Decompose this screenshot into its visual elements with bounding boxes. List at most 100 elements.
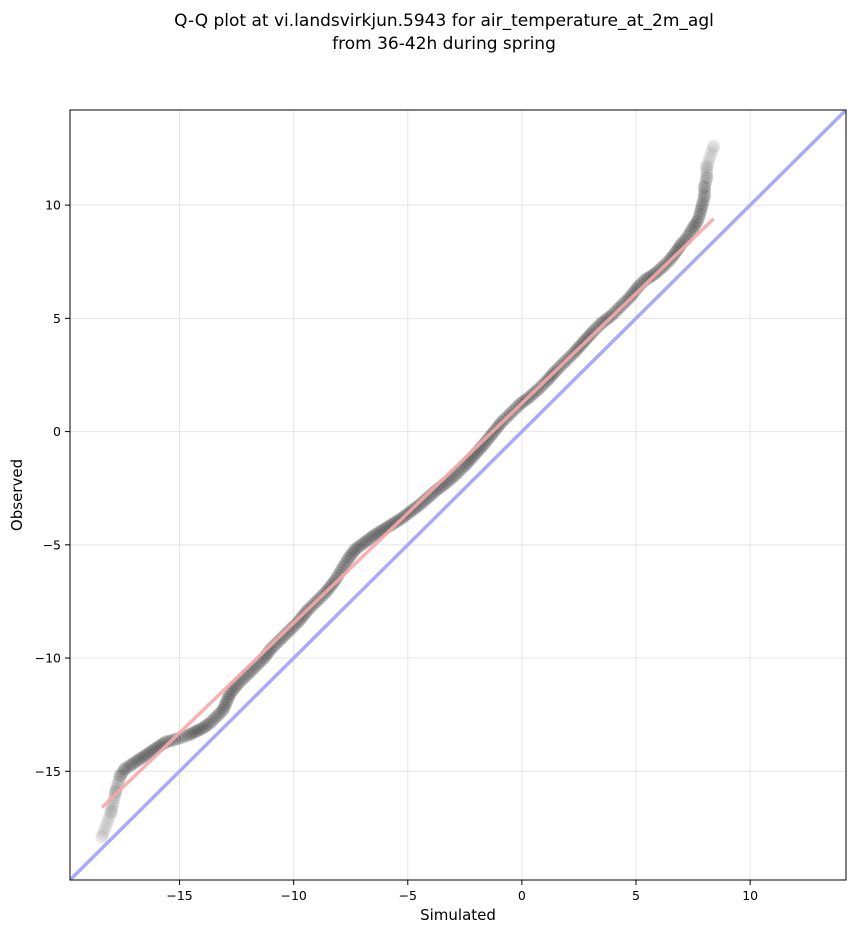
quantile-point bbox=[143, 745, 157, 759]
quantile-point bbox=[95, 830, 109, 844]
quantile-point bbox=[293, 613, 307, 627]
quantile-point bbox=[216, 703, 230, 717]
quantile-point bbox=[582, 329, 596, 343]
quantile-point bbox=[702, 154, 716, 168]
quantile-point bbox=[105, 802, 119, 816]
quantile-point bbox=[209, 710, 223, 724]
plot-frame bbox=[69, 109, 847, 881]
quantile-point bbox=[138, 748, 152, 762]
quantile-point bbox=[412, 498, 426, 512]
quantile-point bbox=[112, 772, 126, 786]
quantile-point bbox=[691, 214, 705, 228]
quantile-point bbox=[113, 769, 127, 783]
quantile-point bbox=[668, 246, 682, 260]
quantile-point bbox=[189, 725, 203, 739]
quantile-point bbox=[222, 690, 236, 704]
quantile-point bbox=[697, 192, 711, 206]
quantile-point bbox=[707, 139, 721, 153]
quantile-point bbox=[351, 541, 365, 555]
quantile-point bbox=[198, 720, 212, 734]
quantile-point bbox=[329, 571, 343, 585]
quantile-point bbox=[338, 557, 352, 571]
quantile-point bbox=[202, 717, 216, 731]
x-tick-label: −10 bbox=[280, 888, 306, 903]
x-tick-label: −15 bbox=[166, 888, 192, 903]
quantile-point bbox=[127, 756, 141, 770]
quantile-point bbox=[695, 198, 709, 212]
quantile-point bbox=[700, 165, 714, 179]
quantile-point bbox=[282, 624, 296, 638]
quantile-point bbox=[692, 211, 706, 225]
quantile-point bbox=[369, 527, 383, 541]
quantile-point bbox=[700, 160, 714, 174]
quantile-point bbox=[597, 314, 611, 328]
quantile-point bbox=[100, 816, 114, 830]
quantile-point bbox=[705, 145, 719, 159]
quantile-point bbox=[122, 759, 136, 773]
quantile-point bbox=[357, 536, 371, 550]
quantile-point bbox=[694, 201, 708, 215]
quantile-point bbox=[116, 764, 130, 778]
quantile-point bbox=[700, 168, 714, 182]
quantile-point bbox=[125, 758, 139, 771]
quantile-point bbox=[348, 542, 362, 556]
quantile-point bbox=[273, 633, 287, 647]
quantile-point bbox=[700, 171, 714, 185]
x-tick-label: 5 bbox=[632, 888, 640, 903]
quantile-point bbox=[697, 180, 711, 194]
quantile-point bbox=[184, 727, 198, 741]
quantile-point bbox=[643, 270, 657, 284]
y-tick-label: −5 bbox=[43, 537, 61, 552]
quantile-point bbox=[697, 183, 711, 197]
quantile-point bbox=[205, 714, 219, 728]
quantile-point bbox=[193, 722, 207, 736]
quantile-point bbox=[414, 496, 428, 510]
quantile-point bbox=[588, 323, 602, 337]
quantile-point bbox=[593, 318, 607, 332]
quantile-point bbox=[141, 747, 155, 761]
quantile-point bbox=[275, 631, 289, 645]
quantile-point bbox=[131, 753, 145, 767]
quantile-point bbox=[353, 539, 367, 553]
quantile-point bbox=[207, 712, 221, 726]
quantile-point bbox=[704, 148, 718, 162]
quantile-point bbox=[200, 718, 214, 732]
quantile-point bbox=[482, 431, 496, 445]
quantile-point bbox=[696, 195, 710, 209]
quantile-point bbox=[360, 534, 374, 548]
quantile-point bbox=[341, 551, 355, 565]
quantile-point bbox=[223, 687, 237, 701]
quantile-point bbox=[698, 177, 712, 191]
quantile-point bbox=[186, 726, 200, 740]
quantile-point bbox=[694, 204, 708, 218]
quantile-point bbox=[96, 827, 110, 841]
x-tick-label: 10 bbox=[742, 888, 758, 903]
fit-line bbox=[100, 217, 715, 809]
quantile-point bbox=[421, 490, 435, 504]
quantile-point bbox=[291, 615, 305, 629]
quantile-point bbox=[480, 434, 494, 448]
quantile-point bbox=[278, 628, 292, 642]
quantile-point bbox=[219, 695, 233, 709]
quantile-point bbox=[364, 530, 378, 544]
quantile-point bbox=[417, 494, 431, 508]
quantile-point bbox=[684, 224, 698, 238]
quantile-point bbox=[191, 724, 205, 738]
quantile-point bbox=[584, 327, 598, 341]
y-axis-label: Observed bbox=[8, 459, 26, 531]
quantile-point bbox=[410, 500, 424, 514]
quantile-point bbox=[367, 529, 381, 543]
quantile-point bbox=[182, 728, 196, 742]
quantile-point bbox=[115, 767, 129, 781]
quantile-point bbox=[362, 532, 376, 546]
quantile-point bbox=[697, 189, 711, 203]
quantile-point bbox=[101, 813, 115, 827]
quantile-point bbox=[178, 729, 192, 743]
reference-line bbox=[70, 110, 846, 880]
quantile-point bbox=[287, 619, 301, 633]
quantile-point bbox=[703, 151, 717, 165]
quantile-point bbox=[689, 216, 703, 230]
quantile-point bbox=[120, 761, 134, 775]
chart-title: Q-Q plot at vi.landsvirkjun.5943 for air… bbox=[174, 11, 714, 31]
